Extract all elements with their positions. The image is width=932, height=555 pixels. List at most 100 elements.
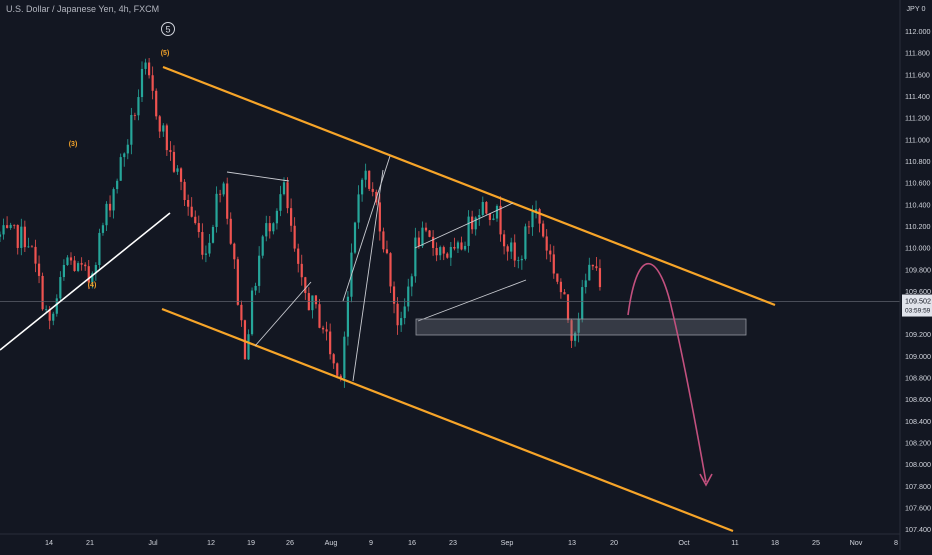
candle [545, 229, 548, 260]
candle [456, 240, 460, 253]
candle-body [13, 224, 16, 226]
candle [524, 223, 527, 261]
candle-body [226, 183, 229, 219]
candle [353, 221, 357, 255]
time-tick-label: 25 [812, 538, 820, 547]
candle [69, 252, 73, 265]
candle-body [140, 68, 144, 98]
wave-circle-marker [161, 22, 175, 36]
candle-body [513, 242, 516, 261]
candle [176, 165, 179, 175]
channel-lower-line [161, 307, 734, 533]
candle-body [410, 276, 413, 287]
candle-body [300, 263, 303, 278]
candle [201, 223, 204, 260]
candle-body [59, 277, 62, 299]
candle [598, 259, 602, 291]
candle-body [357, 194, 360, 223]
candle-body [439, 247, 442, 256]
candle [236, 256, 239, 306]
price-tick-label: 110.600 [905, 179, 930, 188]
candle-body [91, 273, 94, 283]
candle [428, 230, 431, 238]
candle [318, 299, 321, 329]
candle [492, 214, 495, 221]
candle-body [297, 248, 300, 264]
price-tick-label: 109.000 [905, 352, 931, 361]
time-tick-label: 23 [449, 538, 457, 547]
candle-body [84, 264, 87, 267]
candle-body [69, 257, 73, 261]
wave-label: (4) [88, 282, 97, 289]
candle [73, 256, 76, 272]
candle-body [485, 202, 488, 214]
last-price-badge [902, 294, 932, 317]
candle [414, 227, 417, 283]
candle-body [179, 168, 183, 182]
candle [265, 215, 268, 242]
drawings-layer [0, 65, 900, 533]
candle-body [240, 304, 243, 321]
projection-path [627, 262, 707, 483]
candle [30, 245, 34, 248]
candle-body [495, 205, 499, 219]
candle [581, 279, 584, 323]
candle [2, 218, 5, 240]
candle [506, 244, 509, 261]
candle-body [187, 200, 190, 207]
candle [563, 289, 566, 295]
candle-body [247, 334, 250, 360]
candle [20, 218, 23, 256]
price-tick-label: 111.600 [905, 70, 930, 79]
candle [463, 241, 467, 252]
candle-body [449, 246, 452, 258]
candle-body [563, 292, 566, 295]
candle [0, 231, 2, 243]
price-tick-label: 110.400 [905, 200, 930, 209]
candle-body [108, 203, 112, 211]
pattern-line-6 [417, 279, 527, 322]
price-tick-label: 110.200 [905, 222, 930, 231]
candle-body [279, 194, 282, 211]
candle-body [499, 205, 502, 235]
candle-body [385, 249, 389, 254]
candle-body [414, 237, 417, 277]
candle-body [314, 295, 318, 305]
candle-body [243, 320, 247, 360]
candle [162, 123, 165, 137]
candle-body [311, 295, 314, 311]
candle [297, 243, 300, 273]
candle-body [534, 209, 538, 212]
candle-body [194, 216, 197, 224]
candle-body [275, 210, 278, 224]
demand-zone-box [415, 318, 747, 336]
candle [208, 234, 211, 257]
candle [389, 252, 392, 294]
candle [460, 236, 463, 251]
candle-body [407, 286, 410, 307]
candle-body [456, 242, 460, 249]
candle [325, 321, 328, 341]
pattern-line-2 [254, 281, 312, 347]
candle-body [538, 209, 541, 224]
candle-body [353, 222, 357, 253]
countdown-label: 03:59:59 [905, 308, 931, 315]
price-tick-label: 110.800 [905, 157, 930, 166]
candle [343, 331, 346, 388]
candle-body [588, 264, 591, 281]
candle [165, 123, 168, 156]
price-tick-label: 112.000 [905, 27, 930, 36]
candle-body [16, 225, 19, 248]
pattern-line-3 [342, 155, 391, 302]
candle-body [556, 273, 559, 282]
candle-body [566, 294, 570, 321]
candle [527, 220, 531, 234]
candle [510, 237, 513, 259]
candle-body [332, 354, 335, 364]
candle [258, 246, 261, 293]
candle-body [265, 223, 268, 237]
candle [62, 259, 65, 281]
candle [446, 252, 449, 259]
